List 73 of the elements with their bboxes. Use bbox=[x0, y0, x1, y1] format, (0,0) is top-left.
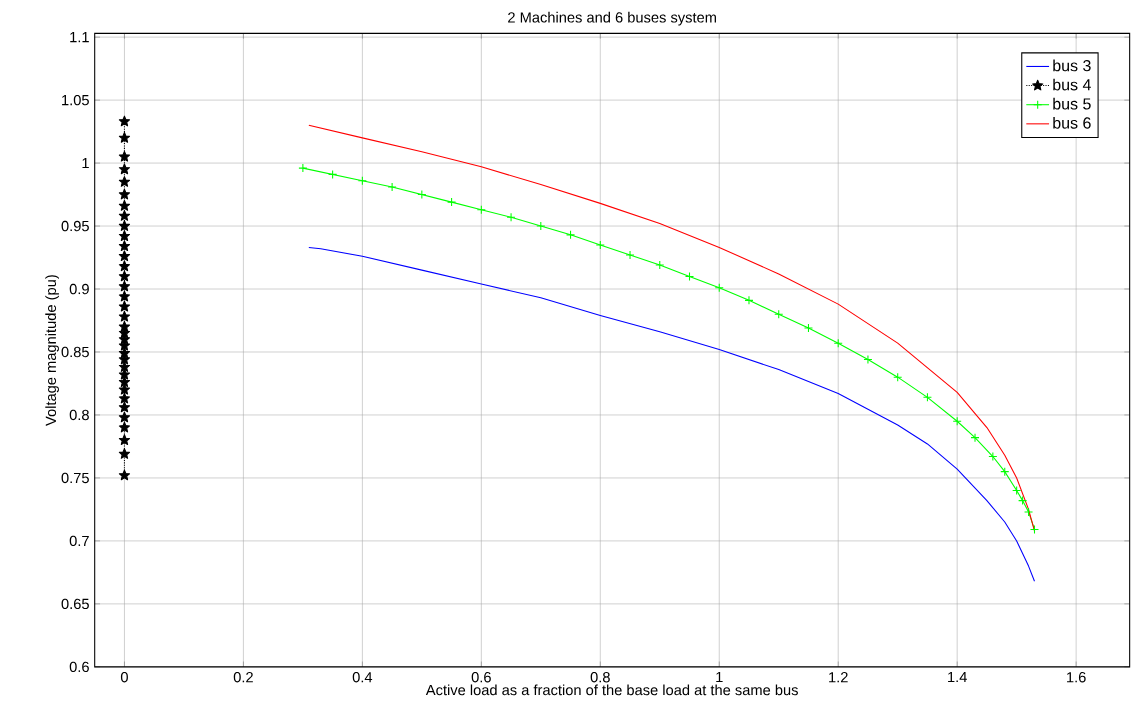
point bbox=[118, 270, 131, 282]
legend-label: bus 4 bbox=[1053, 78, 1091, 91]
point bbox=[118, 347, 131, 359]
point bbox=[970, 433, 980, 443]
y-axis-title: Voltage magnitude (pu) bbox=[45, 275, 59, 426]
y-tick-label: 0.85 bbox=[61, 346, 89, 358]
x-tick-label: 0.2 bbox=[233, 672, 253, 683]
y-tick-label: 1.1 bbox=[70, 32, 89, 43]
y-tick-label: 0.7 bbox=[69, 535, 89, 547]
legend-label: bus 5 bbox=[1053, 97, 1091, 110]
point bbox=[118, 320, 131, 332]
point bbox=[118, 310, 131, 322]
point bbox=[803, 323, 814, 333]
x-tick-label: 0.4 bbox=[352, 672, 373, 683]
point bbox=[118, 163, 131, 175]
point bbox=[118, 260, 131, 272]
point bbox=[536, 221, 546, 231]
point bbox=[118, 376, 131, 388]
point bbox=[1024, 507, 1034, 517]
point bbox=[506, 212, 516, 222]
point bbox=[118, 421, 131, 433]
point bbox=[118, 200, 131, 211]
point bbox=[118, 383, 131, 395]
point bbox=[118, 210, 131, 221]
chart-title: 2 Machines and 6 buses system bbox=[508, 11, 716, 26]
point bbox=[118, 188, 131, 200]
x-tick-label: 0.6 bbox=[471, 672, 491, 683]
point bbox=[118, 240, 131, 252]
x-tick-label: 1 bbox=[716, 672, 723, 683]
x-tick-label: 1.2 bbox=[829, 672, 848, 683]
point bbox=[988, 452, 998, 462]
point bbox=[118, 176, 131, 187]
point bbox=[118, 150, 131, 162]
point bbox=[118, 411, 131, 423]
legend-label: bus 6 bbox=[1053, 117, 1091, 129]
point bbox=[118, 115, 131, 127]
point bbox=[118, 401, 131, 413]
point bbox=[298, 163, 308, 173]
x-tick-label: 0 bbox=[120, 672, 128, 683]
point bbox=[118, 392, 131, 404]
point bbox=[387, 182, 397, 192]
point bbox=[118, 280, 131, 292]
y-tick-label: 1 bbox=[82, 158, 89, 169]
point bbox=[118, 290, 131, 302]
point bbox=[118, 469, 131, 481]
point bbox=[118, 230, 131, 242]
x-tick-label: 1.6 bbox=[1067, 672, 1086, 683]
point bbox=[118, 434, 131, 446]
y-tick-label: 0.65 bbox=[61, 598, 89, 610]
x-tick-label: 1.4 bbox=[948, 672, 967, 683]
point bbox=[595, 240, 605, 250]
point bbox=[625, 250, 635, 260]
y-tick-label: 0.95 bbox=[61, 220, 89, 232]
point bbox=[118, 220, 131, 231]
point bbox=[118, 361, 131, 373]
y-tick-label: 0.6 bbox=[69, 661, 89, 673]
y-tick-label: 1.05 bbox=[62, 94, 89, 106]
point bbox=[744, 295, 754, 305]
point bbox=[447, 197, 457, 207]
x-axis-title: Active load as a fraction of the base load at the same bus bbox=[425, 684, 798, 696]
point bbox=[863, 355, 873, 365]
legend-label: bus 3 bbox=[1053, 59, 1091, 72]
point bbox=[118, 250, 131, 262]
point bbox=[566, 230, 576, 240]
point bbox=[655, 260, 665, 270]
y-tick-label: 0.75 bbox=[61, 472, 89, 484]
line-series bbox=[308, 246, 1036, 582]
point bbox=[118, 132, 131, 143]
point bbox=[118, 448, 131, 459]
point bbox=[118, 300, 131, 312]
y-tick-label: 0.9 bbox=[69, 283, 89, 295]
x-tick-label: 0.8 bbox=[590, 672, 610, 683]
y-tick-label: 0.8 bbox=[69, 409, 89, 421]
